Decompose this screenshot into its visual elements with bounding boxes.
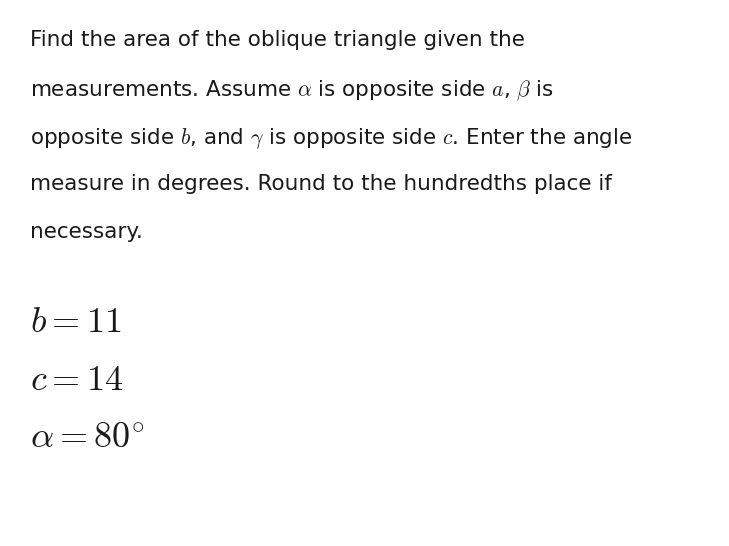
Text: $b = 11$: $b = 11$ [30, 305, 122, 339]
Text: $\alpha = 80^{\circ}$: $\alpha = 80^{\circ}$ [30, 421, 144, 455]
Text: Find the area of the oblique triangle given the: Find the area of the oblique triangle gi… [30, 30, 525, 50]
Text: measurements. Assume $\alpha$ is opposite side $a$, $\beta$ is: measurements. Assume $\alpha$ is opposit… [30, 78, 554, 103]
Text: measure in degrees. Round to the hundredths place if: measure in degrees. Round to the hundred… [30, 174, 612, 194]
Text: $c = 14$: $c = 14$ [30, 363, 123, 397]
Text: opposite side $b$, and $\gamma$ is opposite side $c$. Enter the angle: opposite side $b$, and $\gamma$ is oppos… [30, 126, 633, 151]
Text: necessary.: necessary. [30, 222, 143, 242]
